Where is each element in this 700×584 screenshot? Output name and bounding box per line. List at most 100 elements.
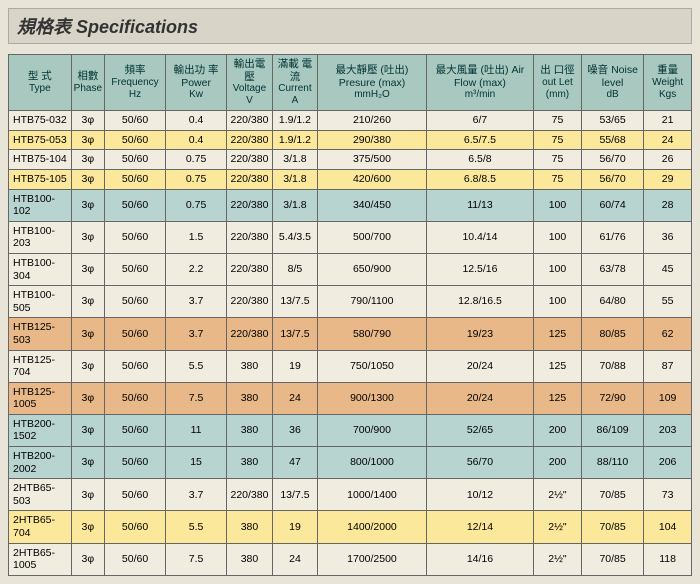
cell: 3φ: [71, 543, 104, 575]
cell: 1000/1400: [318, 479, 427, 511]
cell: 1400/2000: [318, 511, 427, 543]
cell: 13/7.5: [272, 479, 317, 511]
cell: 800/1000: [318, 447, 427, 479]
col-header-en: m³/min: [429, 89, 531, 101]
table-head: 型 式Type相數Phase頻率Frequency Hz輸出功 率PowerKw…: [9, 55, 692, 111]
cell: 220/380: [227, 169, 273, 189]
cell: 200: [534, 414, 582, 446]
cell: 650/900: [318, 253, 427, 285]
cell: 3φ: [71, 511, 104, 543]
cell: 7.5: [166, 382, 227, 414]
cell: 220/380: [227, 253, 273, 285]
cell: 50/60: [105, 286, 166, 318]
cell: 420/600: [318, 169, 427, 189]
cell: 86/109: [581, 414, 643, 446]
col-header-10: 重量Weight Kgs: [644, 55, 692, 111]
cell: 20/24: [426, 382, 533, 414]
cell: 50/60: [105, 414, 166, 446]
table-row: HTB75-0533φ50/600.4220/3801.9/1.2290/380…: [9, 130, 692, 150]
col-header-cn: 頻率: [107, 64, 163, 77]
spec-table: 型 式Type相數Phase頻率Frequency Hz輸出功 率PowerKw…: [8, 54, 692, 576]
cell: 88/110: [581, 447, 643, 479]
cell: 64/80: [581, 286, 643, 318]
cell: 50/60: [105, 189, 166, 221]
col-header-en: Type: [11, 83, 69, 95]
table-row: 2HTB65-10053φ50/607.5380241700/250014/16…: [9, 543, 692, 575]
cell: 14/16: [426, 543, 533, 575]
cell: 790/1100: [318, 286, 427, 318]
cell: 75: [534, 130, 582, 150]
cell: 2HTB65-704: [9, 511, 72, 543]
cell: 206: [644, 447, 692, 479]
cell: HTB125-704: [9, 350, 72, 382]
cell: 50/60: [105, 447, 166, 479]
cell: 100: [534, 189, 582, 221]
cell: 75: [534, 150, 582, 170]
cell: 220/380: [227, 130, 273, 150]
cell: 118: [644, 543, 692, 575]
cell: 50/60: [105, 253, 166, 285]
cell: 380: [227, 447, 273, 479]
cell: 2½": [534, 543, 582, 575]
cell: 380: [227, 511, 273, 543]
cell: 50/60: [105, 111, 166, 131]
col-header-en: Phase: [74, 83, 102, 95]
cell: 45: [644, 253, 692, 285]
cell: 380: [227, 382, 273, 414]
cell: 100: [534, 286, 582, 318]
cell: 0.4: [166, 111, 227, 131]
cell: 220/380: [227, 150, 273, 170]
col-header-2: 頻率Frequency Hz: [105, 55, 166, 111]
table-row: HTB75-1053φ50/600.75220/3803/1.8420/6006…: [9, 169, 692, 189]
cell: 290/380: [318, 130, 427, 150]
cell: 125: [534, 382, 582, 414]
cell: 50/60: [105, 479, 166, 511]
cell: 5.5: [166, 350, 227, 382]
cell: 3φ: [71, 111, 104, 131]
cell: 75: [534, 111, 582, 131]
cell: 210/260: [318, 111, 427, 131]
cell: 50/60: [105, 130, 166, 150]
table-row: HTB200-15023φ50/601138036700/90052/65200…: [9, 414, 692, 446]
cell: HTB125-503: [9, 318, 72, 350]
cell: 125: [534, 318, 582, 350]
cell: 3φ: [71, 479, 104, 511]
cell: 70/85: [581, 543, 643, 575]
cell: 3φ: [71, 130, 104, 150]
cell: 0.75: [166, 150, 227, 170]
col-header-en: Kw: [168, 89, 224, 101]
cell: 380: [227, 350, 273, 382]
cell: 50/60: [105, 511, 166, 543]
cell: 70/85: [581, 511, 643, 543]
cell: 5.5: [166, 511, 227, 543]
cell: 750/1050: [318, 350, 427, 382]
cell: HTB100-203: [9, 221, 72, 253]
page-title: 規格表 Specifications: [8, 8, 692, 44]
cell: 36: [644, 221, 692, 253]
cell: 70/85: [581, 479, 643, 511]
cell: 50/60: [105, 543, 166, 575]
cell: 24: [272, 382, 317, 414]
table-row: HTB75-0323φ50/600.4220/3801.9/1.2210/260…: [9, 111, 692, 131]
cell: 80/85: [581, 318, 643, 350]
title-text: 規格表 Specifications: [17, 17, 198, 37]
cell: 62: [644, 318, 692, 350]
cell: 340/450: [318, 189, 427, 221]
cell: 2½": [534, 511, 582, 543]
cell: 19: [272, 511, 317, 543]
table-row: HTB100-1023φ50/600.75220/3803/1.8340/450…: [9, 189, 692, 221]
cell: 20/24: [426, 350, 533, 382]
cell: 125: [534, 350, 582, 382]
cell: 380: [227, 543, 273, 575]
cell: 2HTB65-1005: [9, 543, 72, 575]
cell: 15: [166, 447, 227, 479]
cell: 3/1.8: [272, 189, 317, 221]
cell: 109: [644, 382, 692, 414]
col-header-8: 出 口徑out Let (mm): [534, 55, 582, 111]
cell: HTB100-102: [9, 189, 72, 221]
cell: 100: [534, 221, 582, 253]
cell: 21: [644, 111, 692, 131]
cell: 24: [644, 130, 692, 150]
cell: 6.5/8: [426, 150, 533, 170]
col-header-en: out Let (mm): [536, 77, 579, 101]
